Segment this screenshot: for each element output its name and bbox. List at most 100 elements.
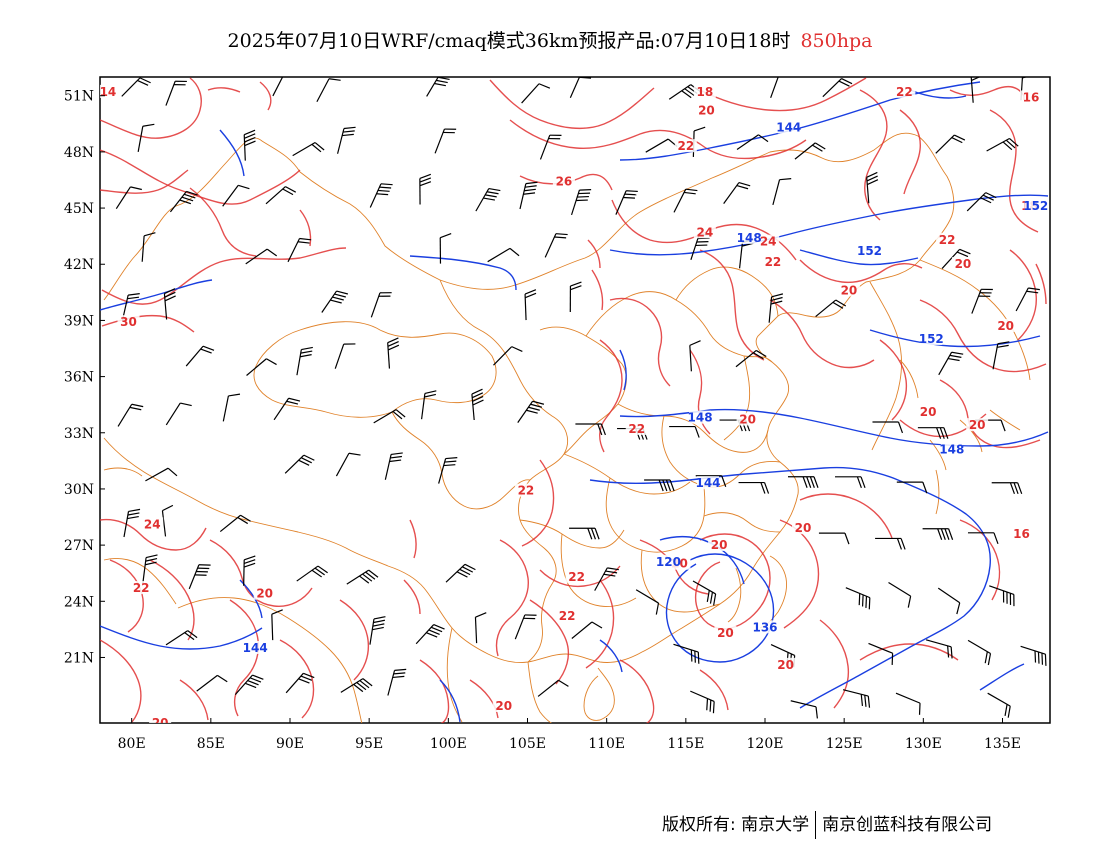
lon-tick-label: 130E: [905, 736, 942, 752]
wind-barb: [790, 700, 818, 719]
wind-barb: [115, 186, 142, 210]
height-label-bg: [657, 554, 680, 568]
wind-barb: [340, 678, 373, 693]
height-label: 148: [737, 231, 762, 245]
temperature-label: 22: [568, 570, 585, 584]
wind-barb: [594, 567, 619, 591]
height-label: 152: [1023, 199, 1048, 213]
wind-barb: [369, 616, 386, 645]
temperature-label-bg: [936, 232, 959, 246]
wind-barb: [245, 248, 278, 265]
wind-barb: [524, 289, 537, 321]
wind-barb: [475, 187, 501, 212]
wind-barb: [117, 403, 144, 427]
wind-barb: [265, 186, 297, 205]
temperature-label: 24: [696, 225, 713, 239]
wind-barb: [888, 581, 912, 608]
temperature-label: 20: [739, 413, 756, 427]
temperature-label-bg: [917, 405, 940, 419]
wind-barb: [635, 589, 660, 615]
temperature-label-bg: [556, 609, 579, 623]
wind-barb: [287, 237, 312, 263]
wind-barb: [967, 532, 999, 545]
height-label: 152: [857, 244, 882, 258]
wind-barb: [165, 402, 192, 426]
temperature-label: 20: [777, 658, 794, 672]
temperature-label-bg: [565, 569, 588, 583]
temperature-label: 18: [696, 85, 713, 99]
wind-barb: [690, 690, 715, 714]
temperature-label-bg: [966, 418, 989, 432]
wind-barb: [935, 134, 966, 154]
copyright-company: 南京创蓝科技有限公司: [822, 815, 993, 835]
wind-barb: [575, 423, 606, 436]
wind-barb: [165, 630, 198, 646]
wind-barb: [219, 514, 251, 533]
wind-barb: [243, 555, 256, 586]
temperature-label: 20: [841, 283, 858, 297]
lon-tick-label: 135E: [984, 736, 1021, 752]
height-label-bg: [920, 332, 943, 346]
wind-barb: [165, 80, 187, 106]
temperature-label-bg: [693, 225, 716, 239]
chart-title: 2025年07月10日WRF/cmaq模式36km预报产品:07月10日18时 8…: [0, 26, 1100, 53]
map-layers: 1418202222162624242222182020302022202020…: [100, 77, 1049, 723]
wind-barb: [222, 184, 250, 207]
wind-barb: [692, 580, 717, 606]
wind-barb: [445, 563, 476, 583]
wind-barb: [387, 337, 400, 369]
wind-barb: [1015, 287, 1040, 312]
wind-barb: [723, 182, 751, 204]
footer-divider: [815, 811, 817, 839]
temperature-label: 14: [100, 85, 117, 99]
wind-barb: [519, 181, 538, 210]
wind-barb: [373, 409, 406, 424]
temperature-label-bg: [736, 412, 759, 426]
wind-barb: [272, 77, 284, 97]
temperature-label-bg: [492, 699, 515, 713]
temperature-label: 20: [795, 521, 812, 535]
wind-barb: [991, 482, 1023, 494]
wind-barb: [989, 585, 1015, 607]
wind-barb: [917, 427, 949, 439]
lon-tick-label: 105E: [509, 736, 546, 752]
lon-tick-label: 95E: [355, 736, 383, 752]
wind-barb: [695, 475, 727, 487]
boundaries-layer: [103, 132, 1031, 723]
lat-tick-label: 36N: [64, 370, 94, 386]
temperature-label: 20: [711, 538, 728, 552]
temperature-label: 20: [997, 319, 1014, 333]
height-label-bg: [244, 640, 267, 654]
temperature-label: 20: [495, 699, 512, 713]
temperature-label: 22: [765, 255, 782, 269]
lat-tick-label: 45N: [64, 201, 94, 217]
wind-barb: [794, 142, 826, 160]
wind-barb: [185, 345, 215, 367]
wind-barb: [938, 351, 964, 376]
temperature-label-bg: [1010, 526, 1033, 540]
temperature-label-bg: [1020, 90, 1042, 104]
wind-barb: [337, 126, 356, 154]
height-label: 144: [776, 120, 801, 134]
wind-barb: [334, 343, 356, 369]
height-label-bg: [738, 230, 761, 244]
temperature-label-bg: [514, 483, 537, 497]
wind-barb: [967, 639, 992, 666]
wind-barb: [271, 609, 283, 641]
wind-barb: [835, 476, 866, 488]
wind-barb: [735, 349, 767, 368]
wind-barb: [474, 612, 487, 644]
wind-barb: [439, 232, 452, 264]
wind-barb: [296, 346, 313, 376]
wind-barb: [121, 77, 151, 97]
wind-barb: [273, 397, 301, 421]
temperature-label-bg: [695, 103, 718, 117]
temperature-label-bg: [693, 84, 716, 98]
temperature-label-bg: [149, 715, 172, 723]
lat-tick-label: 42N: [64, 257, 94, 273]
height-label-bg: [858, 244, 881, 258]
height-label-bg: [754, 620, 776, 634]
wind-barb: [615, 190, 638, 215]
wind-barb: [521, 83, 551, 104]
